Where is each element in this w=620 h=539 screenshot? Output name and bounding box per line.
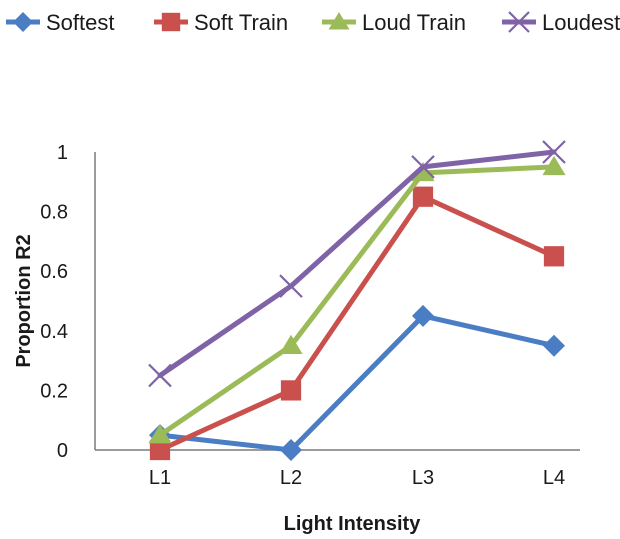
series-layer [148,140,566,461]
y-axis-title: Proportion R2 [13,234,35,367]
x-axis-title: Light Intensity [284,513,422,535]
legend-x-icon [508,11,530,33]
data-point-x [148,363,172,388]
y-tick-label: 1 [57,142,68,164]
series-line [157,149,557,378]
x-tick-labels: L1 L2 L3 L4 [149,467,565,489]
legend-item: Softest [6,10,114,35]
legend-label: Loudest [542,10,620,35]
series-loudest [148,140,566,388]
series-soft-train [149,186,565,461]
axes [94,152,580,451]
data-point-triangle [411,161,435,182]
y-tick-label: 0.4 [40,321,68,343]
series-line [157,313,557,453]
x-tick-label: L4 [543,467,565,489]
data-point-x [279,274,303,298]
data-point-square [280,380,302,401]
legend-label: Soft Train [194,10,288,35]
data-point-triangle [148,424,172,444]
legend-item: Loudest [502,10,620,35]
series-softest [149,304,565,461]
data-point-diamond [543,334,565,357]
y-tick-label: 0.8 [40,202,68,224]
y-tick-label: 0 [57,440,68,462]
data-point-diamond [280,439,302,461]
y-tick-label: 0.6 [40,261,68,283]
legend-square-icon [161,12,181,32]
legend-diamond-icon [13,12,33,32]
y-tick-labels: 0 0.2 0.4 0.6 0.8 1 [40,142,68,462]
data-point-square [543,246,565,267]
y-tick-label: 0.2 [40,380,68,402]
x-tick-label: L1 [149,467,171,489]
series-line [157,194,557,453]
data-point-x [411,155,435,179]
legend-label: Loud Train [362,10,466,35]
data-point-square [149,439,171,461]
legend-label: Softest [46,10,114,35]
legend-item: Soft Train [154,10,288,35]
series-loud-train [148,155,566,444]
legend-item: Loud Train [322,10,466,35]
data-point-triangle [542,155,566,176]
data-point-square [412,186,434,207]
legend-triangle-icon [328,12,350,30]
x-tick-label: L2 [280,467,302,489]
legend: Softest Soft Train Loud Train Loudest [6,10,620,35]
data-point-triangle [279,334,303,354]
data-point-x [542,140,566,164]
data-point-diamond [412,304,434,327]
series-line [157,164,557,438]
x-tick-label: L3 [412,467,434,489]
